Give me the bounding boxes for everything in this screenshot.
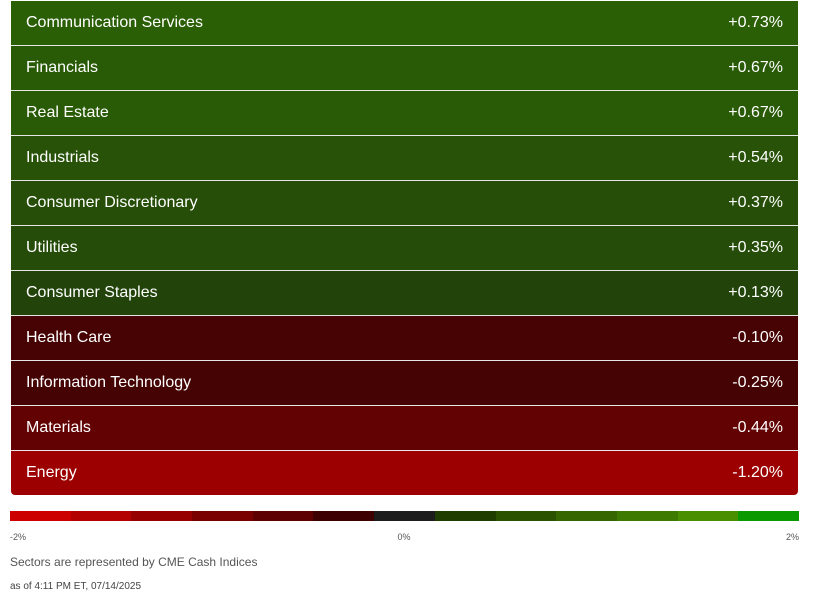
sector-change: -0.10% xyxy=(732,329,783,346)
scale-segment xyxy=(70,511,132,521)
scale-segment xyxy=(192,511,253,521)
sector-list: Communication Services +0.73% Financials +0… xyxy=(11,1,798,495)
sector-change: -1.20% xyxy=(732,464,783,481)
sector-row[interactable]: Communication Services +0.73% xyxy=(11,1,798,46)
scale-mid-label: 0% xyxy=(397,532,411,542)
sector-name: Real Estate xyxy=(26,104,109,121)
sector-name: Information Technology xyxy=(26,374,192,391)
scale-segment xyxy=(374,511,435,521)
scale-segment xyxy=(616,511,678,521)
sector-row[interactable]: Real Estate +0.67% xyxy=(11,91,798,136)
sector-name: Financials xyxy=(26,59,99,76)
sector-change: +0.37% xyxy=(728,194,783,211)
sector-change: -0.44% xyxy=(732,419,783,436)
sector-row[interactable]: Energy -1.20% xyxy=(11,451,798,495)
sector-name: Consumer Discretionary xyxy=(26,194,198,211)
sector-name: Consumer Staples xyxy=(26,284,158,301)
scale-segment xyxy=(434,511,496,521)
sector-change: +0.13% xyxy=(728,284,783,301)
sector-row[interactable]: Utilities +0.35% xyxy=(11,226,798,271)
timestamp: as of 4:11 PM ET, 07/14/2025 xyxy=(10,581,142,592)
sector-name: Communication Services xyxy=(26,14,203,31)
sector-name: Utilities xyxy=(26,239,78,256)
sector-change: +0.67% xyxy=(728,104,783,121)
scale-max-label: 2% xyxy=(785,532,799,542)
scale-segment xyxy=(556,511,617,521)
scale-segment xyxy=(495,511,557,521)
sector-row[interactable]: Industrials +0.54% xyxy=(11,136,798,181)
scale-segment xyxy=(313,511,375,521)
sector-row[interactable]: Health Care -0.10% xyxy=(11,316,798,361)
sector-change: +0.73% xyxy=(728,14,783,31)
scale-segment xyxy=(10,511,71,521)
sector-row[interactable]: Consumer Staples +0.13% xyxy=(11,271,798,316)
sector-name: Energy xyxy=(26,464,77,481)
sector-name: Industrials xyxy=(26,149,99,166)
sector-change: -0.25% xyxy=(732,374,783,391)
sector-name: Materials xyxy=(26,419,91,436)
scale-segment xyxy=(677,511,739,521)
sector-change: +0.67% xyxy=(728,59,783,76)
sector-change: +0.35% xyxy=(728,239,783,256)
sector-row[interactable]: Materials -0.44% xyxy=(11,406,798,451)
sector-row[interactable]: Financials +0.67% xyxy=(11,46,798,91)
scale-min-label: -2% xyxy=(10,532,27,542)
sector-name: Health Care xyxy=(26,329,112,346)
scale-segment xyxy=(252,511,314,521)
sector-row[interactable]: Information Technology -0.25% xyxy=(11,361,798,406)
scale-segment xyxy=(738,511,799,521)
sector-change: +0.54% xyxy=(728,149,783,166)
color-scale xyxy=(10,511,799,521)
note: Sectors are represented by CME Cash Indi… xyxy=(10,555,258,569)
scale-segment xyxy=(131,511,193,521)
sector-row[interactable]: Consumer Discretionary +0.37% xyxy=(11,181,798,226)
